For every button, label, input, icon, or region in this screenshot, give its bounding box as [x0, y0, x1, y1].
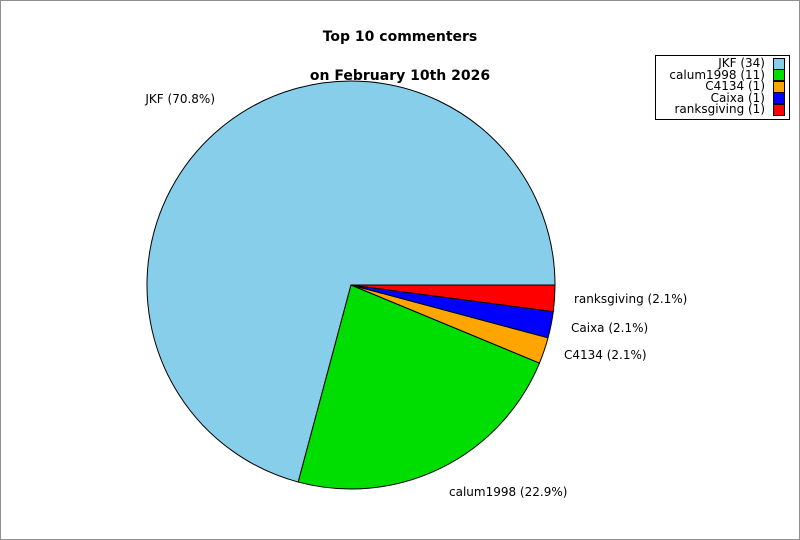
- legend-color-swatch: [773, 103, 785, 116]
- legend-item-ranksgiving: ranksgiving (1): [658, 102, 785, 116]
- legend-item-label: JKF (34): [718, 56, 765, 70]
- slice-label-ranksgiving: ranksgiving (2.1%): [574, 292, 688, 306]
- legend-item-C4134: C4134 (1): [658, 79, 785, 93]
- legend: JKF (34) calum1998 (11) C4134 (1) Caixa (1)…: [655, 55, 790, 120]
- pie-slice-calum1998: [297, 284, 541, 490]
- legend-color-swatch: [773, 69, 785, 82]
- slice-label-JKF: JKF (70.8%): [145, 92, 215, 106]
- slice-label-C4134: C4134 (2.1%): [564, 348, 647, 362]
- legend-color-swatch: [773, 80, 785, 93]
- legend-color-swatch: [773, 57, 785, 70]
- legend-item-label: calum1998 (11): [669, 67, 765, 82]
- legend-color-swatch: [773, 92, 785, 105]
- pie-slice-JKF: [146, 80, 556, 483]
- legend-item-label: Caixa (1): [710, 90, 765, 105]
- slice-label-calum1998: calum1998 (22.9%): [449, 485, 568, 499]
- chart-title-line2: on February 10th 2026: [309, 68, 491, 84]
- legend-item-label: ranksgiving (1): [674, 102, 765, 116]
- pie-slice-ranksgiving: [350, 284, 556, 313]
- legend-item-label: C4134 (1): [705, 79, 765, 93]
- chart-title-line1: Top 10 commenters: [322, 29, 478, 45]
- chart-title: Top 10 commenters on February 10th 2026: [1, 5, 799, 109]
- slice-label-Caixa: Caixa (2.1%): [571, 321, 649, 335]
